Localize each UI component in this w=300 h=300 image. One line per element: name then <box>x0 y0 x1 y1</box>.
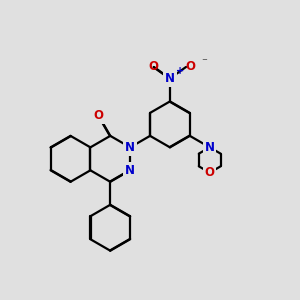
Text: ⁻: ⁻ <box>201 58 207 68</box>
Text: O: O <box>94 110 104 122</box>
Text: O: O <box>185 61 195 74</box>
Text: +: + <box>176 66 184 76</box>
Text: N: N <box>125 141 135 154</box>
Text: O: O <box>205 166 215 179</box>
Text: N: N <box>205 141 215 154</box>
Text: N: N <box>125 164 135 177</box>
Text: N: N <box>165 72 175 85</box>
Text: O: O <box>149 61 159 74</box>
